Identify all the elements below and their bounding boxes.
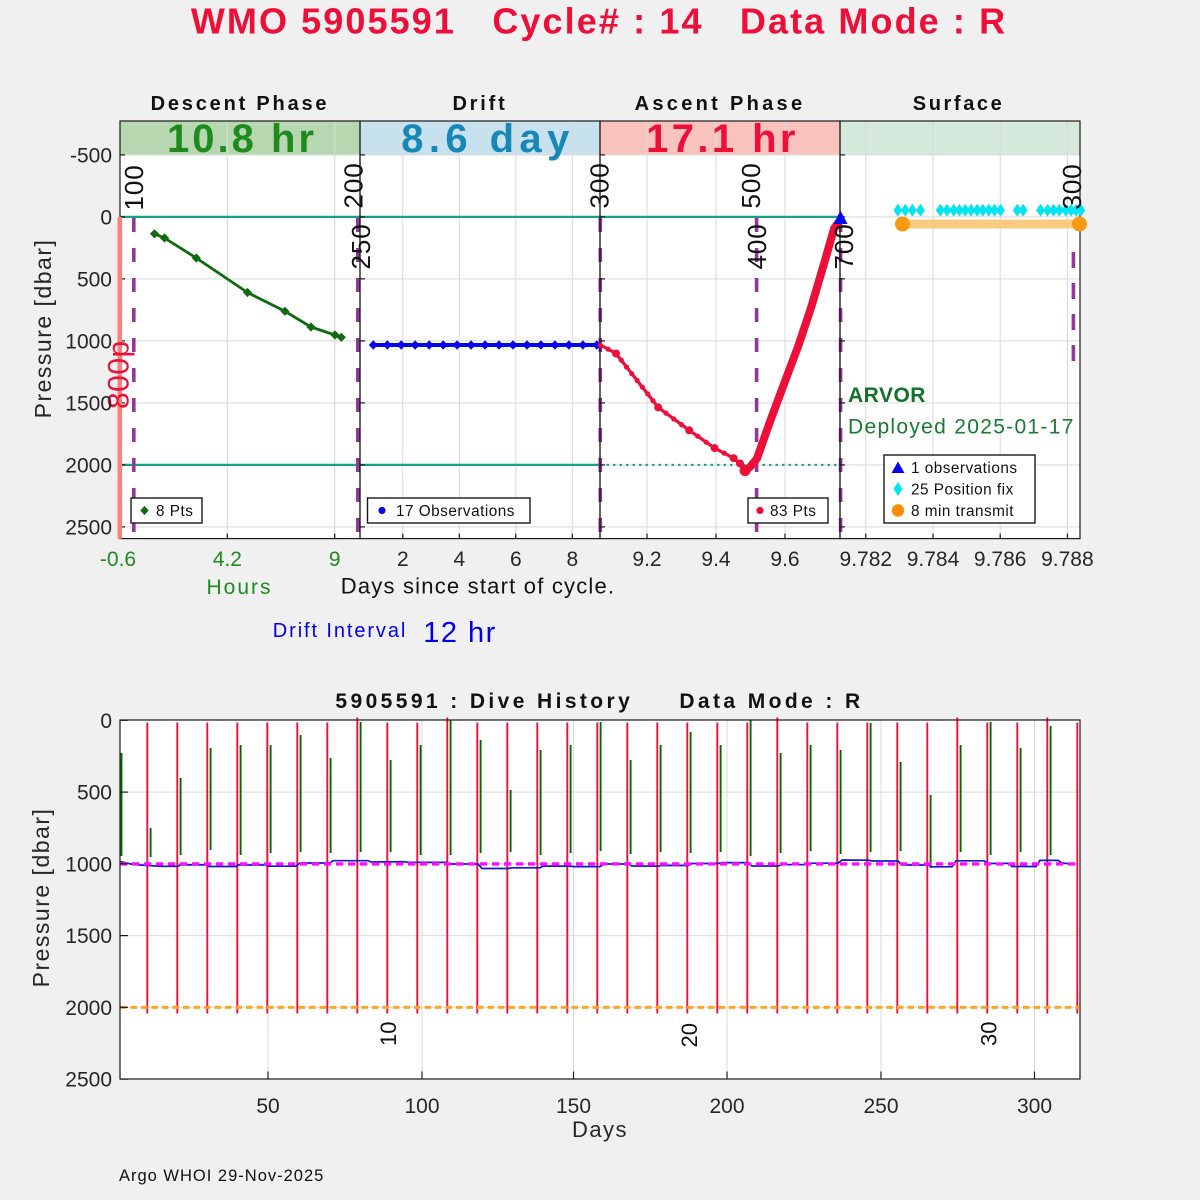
svg-text:1000: 1000 [65,330,112,353]
svg-text:9.788: 9.788 [1041,548,1094,571]
svg-text:Deployed 2025-01-17: Deployed 2025-01-17 [848,416,1075,439]
svg-text:2000: 2000 [65,997,112,1020]
svg-text:50: 50 [256,1095,279,1118]
svg-text:17 Observations: 17 Observations [396,503,515,520]
svg-text:25 Position fix: 25 Position fix [911,482,1014,499]
svg-text:10: 10 [376,1022,401,1046]
svg-text:9.2: 9.2 [632,548,661,571]
svg-text:800p: 800p [103,340,136,409]
svg-text:Descent Phase: Descent Phase [151,93,330,115]
svg-text:200: 200 [709,1095,744,1118]
svg-text:300: 300 [1057,163,1087,209]
svg-text:9.784: 9.784 [907,548,960,571]
svg-text:Pressure [dbar]: Pressure [dbar] [28,808,54,988]
svg-text:8 min transmit: 8 min transmit [911,503,1014,520]
svg-text:250: 250 [863,1095,898,1118]
svg-text:9.782: 9.782 [840,548,893,571]
svg-text:Argo WHOI 29-Nov-2025: Argo WHOI 29-Nov-2025 [119,1167,324,1185]
svg-text:8 Pts: 8 Pts [156,503,193,520]
svg-text:6: 6 [510,548,522,571]
svg-text:Surface: Surface [913,93,1005,115]
svg-text:-500: -500 [70,144,112,167]
svg-text:2500: 2500 [65,1069,112,1092]
svg-text:83 Pts: 83 Pts [770,503,816,520]
svg-text:100: 100 [119,164,149,210]
svg-text:150: 150 [556,1095,591,1118]
svg-text:1 observations: 1 observations [911,460,1018,477]
svg-text:30: 30 [977,1022,1002,1046]
svg-text:700: 700 [829,223,859,269]
svg-text:300: 300 [1017,1095,1052,1118]
svg-text:9.6: 9.6 [770,548,799,571]
svg-text:WMO 5905591 Cycle# : 14 Da: WMO 5905591 Cycle# : 14 Data Mode : R [191,1,1007,42]
svg-text:9.4: 9.4 [701,548,731,571]
svg-text:Days: Days [572,1117,628,1142]
svg-text:9: 9 [329,548,341,571]
svg-text:Drift Interval: Drift Interval [273,620,407,642]
svg-text:500: 500 [736,162,766,208]
svg-text:300: 300 [585,162,615,208]
svg-text:ARVOR: ARVOR [848,384,926,407]
svg-text:2500: 2500 [65,516,112,539]
svg-text:17.1 hr: 17.1 hr [646,117,799,161]
svg-text:2: 2 [397,548,409,571]
svg-text:-0.6: -0.6 [100,548,136,571]
svg-text:1000: 1000 [65,853,112,876]
svg-text:500: 500 [77,268,112,291]
svg-text:200: 200 [339,162,369,208]
svg-text:1500: 1500 [65,392,112,415]
svg-text:0: 0 [100,710,112,733]
svg-text:12 hr: 12 hr [423,617,497,649]
svg-text:8: 8 [566,548,578,571]
svg-text:0: 0 [100,206,112,229]
svg-text:Ascent Phase: Ascent Phase [635,93,806,115]
svg-text:4.2: 4.2 [213,548,242,571]
svg-text:10.8 hr: 10.8 hr [167,117,317,161]
svg-text:9.786: 9.786 [974,548,1027,571]
svg-text:Hours: Hours [206,576,272,599]
svg-text:2000: 2000 [65,454,112,477]
svg-text:Drift: Drift [452,93,507,115]
svg-text:Days since start of cycle.: Days since start of cycle. [341,574,616,599]
svg-text:8.6 day: 8.6 day [401,117,574,161]
svg-text:250: 250 [346,223,376,269]
svg-text:20: 20 [677,1023,702,1047]
svg-text:4: 4 [453,548,465,571]
svg-text:100: 100 [404,1095,439,1118]
svg-text:400: 400 [742,223,772,269]
svg-text:500: 500 [77,782,112,805]
svg-text:1500: 1500 [65,925,112,948]
svg-text:Pressure [dbar]: Pressure [dbar] [30,239,56,419]
svg-text:5905591 : Dive History Dat: 5905591 : Dive History Data Mode : R [335,690,863,713]
